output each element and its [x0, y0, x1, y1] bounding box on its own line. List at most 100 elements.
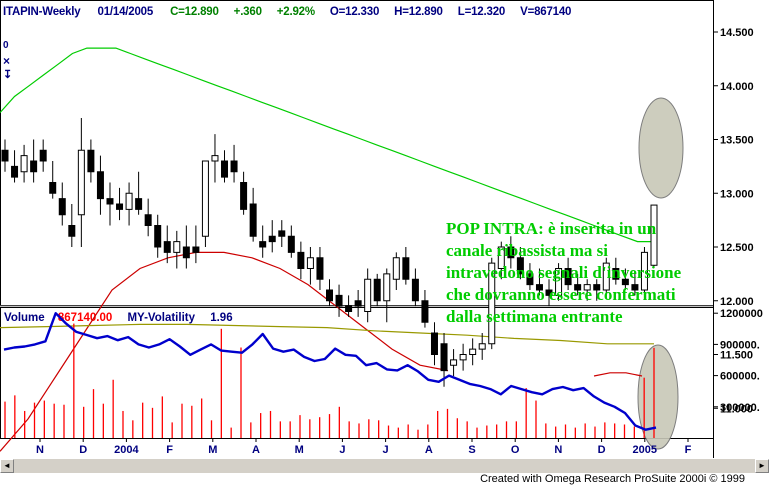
- candle-body: [30, 160, 38, 173]
- x-tick-label: M: [295, 444, 304, 456]
- candle-body: [201, 160, 209, 237]
- price-tick-label: 14.000: [720, 81, 754, 93]
- annotation-line: dalla settimana entrante: [446, 307, 623, 326]
- header-open: O=12.330: [330, 6, 379, 18]
- candle-body: [240, 182, 248, 210]
- annotation-line: intravedono segnali d'inversione: [446, 263, 682, 282]
- candle-body: [450, 359, 458, 366]
- lower-band-recent-line: [593, 372, 643, 377]
- header-change-pct: +2.92%: [277, 6, 315, 18]
- header-volume: V=867140: [520, 6, 571, 18]
- candle-body: [507, 246, 515, 259]
- x-tick-label: F: [685, 444, 692, 456]
- candle-body: [230, 160, 238, 173]
- candle-body: [249, 203, 257, 237]
- price-tick-label: 12.000: [720, 296, 754, 308]
- candle-body: [411, 278, 419, 302]
- x-tick-label: D: [79, 444, 87, 456]
- candle-body: [211, 155, 219, 162]
- candle-body: [96, 171, 104, 200]
- lower-band-line: [0, 251, 449, 452]
- candle-body: [488, 262, 496, 345]
- candle-body: [135, 198, 143, 210]
- x-tick-label: J: [339, 444, 345, 456]
- candle-body: [440, 343, 448, 372]
- volatility-label: MY-Volatility: [127, 312, 195, 324]
- candle-body: [593, 284, 601, 291]
- candle-body: [68, 225, 76, 237]
- price-tick-label: 11.000: [720, 403, 753, 415]
- candle-body: [574, 284, 582, 291]
- candle-body: [154, 225, 162, 248]
- header-high: H=12.890: [394, 6, 443, 18]
- candle-body: [287, 235, 295, 253]
- volume-tick-label: 1200000: [720, 308, 763, 320]
- left-marker-arrow: ↧: [3, 69, 12, 81]
- candle-body: [497, 246, 505, 269]
- candle-body: [87, 149, 95, 173]
- candle-body: [125, 192, 133, 210]
- candle-body: [516, 257, 524, 275]
- candle-body: [621, 278, 629, 286]
- x-tick-label: O: [511, 444, 520, 456]
- header-low: L=12.320: [458, 6, 505, 18]
- footer-credit: Created with Omega Research ProSuite 200…: [480, 473, 745, 485]
- annotation-line: canale ribassista ma si: [446, 241, 608, 260]
- x-tick-label: 2004: [114, 444, 139, 456]
- x-tick-label: F: [166, 444, 173, 456]
- candle-body: [612, 268, 620, 280]
- candle-body: [192, 246, 200, 253]
- candle-body: [545, 289, 553, 296]
- candle-body: [106, 198, 114, 205]
- volume-highlight-ellipse: [637, 344, 679, 450]
- candle-body: [650, 204, 658, 266]
- candle-body: [631, 284, 639, 291]
- volatility-line: [3, 312, 657, 431]
- x-tick-label: D: [598, 444, 606, 456]
- annotation-line: POP INTRA: è inserita in un: [446, 219, 657, 238]
- horizontal-scrollbar[interactable]: ◄ ►: [0, 458, 769, 473]
- candle-body: [20, 155, 28, 173]
- annotation-line: che dovranno essere confermati: [446, 285, 676, 304]
- left-marker-zero: 0: [3, 40, 9, 51]
- candle-body: [535, 284, 543, 291]
- volatility-value: 1.96: [210, 312, 232, 324]
- header-change: +.360: [234, 6, 262, 18]
- candle-body: [421, 300, 429, 323]
- volume-header: Volume 867140.00 MY-Volatility 1.96: [4, 312, 233, 324]
- candle-body: [430, 332, 438, 355]
- x-tick-label: A: [425, 444, 433, 456]
- price-tick-label: 13.500: [720, 135, 754, 147]
- price-panel: [0, 0, 714, 306]
- candle-body: [316, 257, 324, 280]
- candle-body: [49, 182, 57, 194]
- chart-header: ITAPIN-Weekly 01/14/2005 C=12.890 +.360 …: [3, 6, 571, 18]
- x-tick-label: J: [383, 444, 389, 456]
- price-tick-label: 12.500: [720, 242, 754, 254]
- candle-body: [459, 354, 467, 361]
- candle-body: [478, 343, 486, 350]
- scroll-right-button[interactable]: ►: [755, 459, 769, 473]
- candle-body: [564, 268, 572, 286]
- candle-body: [1, 149, 9, 162]
- upper-band-line: [0, 47, 652, 243]
- candle-body: [58, 198, 66, 216]
- price-tick-label: 11.500: [720, 350, 753, 362]
- annotation-text: POP INTRA: è inserita in un canale ribas…: [446, 218, 746, 328]
- x-tick-label: N: [36, 444, 44, 456]
- scroll-left-button[interactable]: ◄: [0, 459, 14, 473]
- price-highlight-ellipse: [638, 97, 684, 199]
- candle-body: [373, 278, 381, 302]
- candle-body: [259, 241, 267, 248]
- long-ma-line: [0, 323, 654, 345]
- volume-label: Volume: [4, 312, 45, 324]
- header-date: 01/14/2005: [98, 6, 154, 18]
- left-marker-x: ×: [3, 54, 10, 68]
- candle-body: [555, 268, 563, 296]
- candle-body: [221, 160, 229, 178]
- candle-body: [345, 305, 353, 312]
- candle-body: [173, 241, 181, 253]
- candle-body: [402, 257, 410, 280]
- volume-tick-label: 600000.: [720, 371, 760, 383]
- candle-body: [39, 149, 47, 162]
